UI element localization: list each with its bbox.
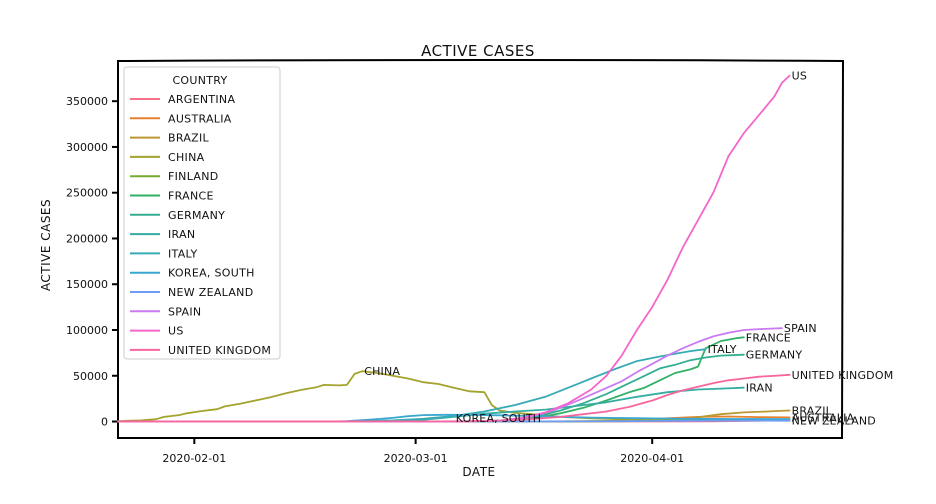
legend-box: [123, 66, 281, 360]
series-label: SPAIN: [784, 322, 817, 335]
y-axis-ticks: 0 50000 100000 150000 200000 250000 300000 3500…: [66, 95, 118, 429]
legend-entry: ITALY: [168, 247, 198, 260]
legend-entry: US: [168, 325, 184, 338]
chart-title: ACTIVE CASES: [421, 42, 535, 60]
legend-entry: FINLAND: [168, 170, 219, 183]
legend-title: COUNTRY: [172, 74, 227, 87]
series-label: NEW ZEALAND: [792, 415, 876, 428]
series-line-new-zealand: [117, 419, 791, 423]
series-line-united-kingdom: [117, 373, 791, 423]
y-tick-label: 300000: [66, 141, 108, 154]
legend-entry: FRANCE: [168, 190, 214, 203]
series-label: GERMANY: [746, 349, 803, 362]
series-line-korea-south: [117, 413, 791, 423]
series-label: BRAZIL: [792, 405, 833, 418]
legend-entry: ARGENTINA: [168, 93, 235, 106]
y-tick-label: 0: [101, 416, 108, 429]
y-axis-label: ACTIVE CASES: [39, 199, 53, 291]
series-label: IRAN: [746, 382, 773, 395]
series-line-us: [117, 74, 791, 423]
series-label: UNITED KINGDOM: [792, 369, 894, 382]
plot-frame: [117, 59, 845, 440]
legend-entry: IRAN: [168, 228, 195, 241]
series-label: KOREA, SOUTH: [456, 412, 541, 425]
y-tick-label: 250000: [66, 187, 108, 200]
series-line-china: [117, 370, 791, 422]
legend-entry: KOREA, SOUTH: [168, 267, 255, 280]
x-axis-label: DATE: [462, 465, 495, 479]
x-tick-label: 2020-03-01: [384, 452, 448, 465]
legend-entry: NEW ZEALAND: [168, 286, 253, 299]
legend: COUNTRY ARGENTINA AUSTRALIA BRAZIL CHINA FINL…: [123, 66, 281, 360]
x-tick-label: 2020-02-01: [162, 452, 226, 465]
y-tick-label: 350000: [66, 95, 108, 108]
legend-entry: BRAZIL: [168, 132, 210, 145]
y-tick-label: 50000: [73, 370, 108, 383]
y-tick-label: 200000: [66, 232, 108, 245]
plot-border: [117, 59, 845, 440]
legend-entry: CHINA: [168, 151, 205, 164]
series-label: ITALY: [708, 343, 737, 356]
series-label: AUSTRALIA: [792, 411, 855, 424]
series-label: FRANCE: [746, 331, 791, 344]
x-axis-ticks: 2020-02-01 2020-03-01 2020-04-01: [162, 438, 684, 465]
y-tick-label: 150000: [66, 278, 108, 291]
legend-entry: GERMANY: [168, 209, 225, 222]
legend-entry: SPAIN: [168, 305, 201, 318]
legend-entry: UNITED KINGDOM: [168, 344, 271, 357]
legend-entry: AUSTRALIA: [168, 112, 232, 125]
series-lines: [117, 74, 791, 423]
x-tick-label: 2020-04-01: [620, 452, 684, 465]
y-tick-label: 100000: [66, 324, 108, 337]
series-line-iran: [117, 386, 745, 423]
series-label: CHINA: [364, 365, 400, 378]
series-label: US: [792, 70, 807, 83]
